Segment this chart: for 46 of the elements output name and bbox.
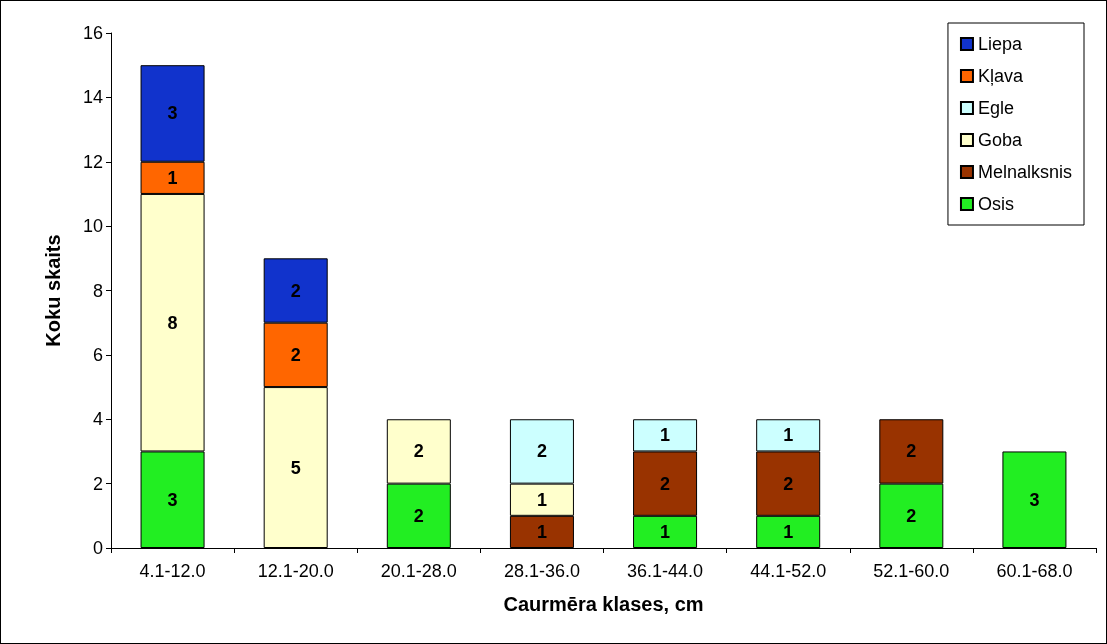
data-label: 1: [783, 521, 794, 542]
data-label: 1: [783, 425, 794, 446]
data-label: 2: [413, 441, 424, 462]
data-label: 3: [167, 103, 178, 124]
data-label: 1: [536, 521, 547, 542]
data-label: 2: [413, 505, 424, 526]
y-tick-label: 16: [82, 23, 103, 43]
data-label: 1: [167, 167, 178, 188]
data-label: 2: [906, 505, 917, 526]
data-label: 2: [536, 441, 547, 462]
data-label: 3: [1029, 489, 1040, 510]
y-tick-label: 4: [92, 409, 103, 430]
y-tick-label: 14: [82, 87, 103, 108]
data-label: 2: [906, 441, 917, 462]
legend-label: Egle: [977, 98, 1014, 118]
data-label: 5: [290, 457, 301, 478]
data-label: 2: [783, 473, 794, 494]
data-label: 3: [167, 489, 178, 510]
x-tick-label: 12.1-20.0: [257, 561, 334, 581]
x-tick-label: 44.1-52.0: [750, 561, 827, 581]
legend-label: Kļava: [977, 66, 1024, 86]
data-label: 2: [290, 280, 301, 301]
legend-label: Liepa: [977, 34, 1023, 54]
x-tick-label: 28.1-36.0: [503, 561, 580, 581]
y-tick-label: 10: [82, 216, 103, 237]
x-tick-label: 52.1-60.0: [873, 561, 950, 581]
x-tick-label: 20.1-28.0: [380, 561, 457, 581]
y-tick-label: 12: [82, 151, 103, 172]
data-label: 1: [536, 489, 547, 510]
legend-label: Osis: [977, 194, 1014, 214]
data-label: 2: [660, 473, 671, 494]
data-label: 1: [660, 521, 671, 542]
y-tick-label: 6: [92, 344, 103, 365]
data-label: 2: [290, 344, 301, 365]
x-tick-label: 60.1-68.0: [996, 561, 1073, 581]
y-tick-label: 0: [92, 538, 103, 558]
data-label: 1: [660, 425, 671, 446]
x-tick-label: 4.1-12.0: [139, 561, 206, 581]
data-label: 8: [167, 312, 178, 333]
x-tick-label: 36.1-44.0: [627, 561, 704, 581]
legend-label: Goba: [977, 130, 1023, 150]
y-tick-label: 2: [92, 473, 103, 494]
legend-label: Melnalksnis: [977, 162, 1073, 182]
y-axis-title: Koku skaits: [42, 234, 64, 347]
x-axis-title: Caurmēra klases, cm: [503, 593, 704, 615]
y-tick-label: 8: [92, 280, 103, 301]
